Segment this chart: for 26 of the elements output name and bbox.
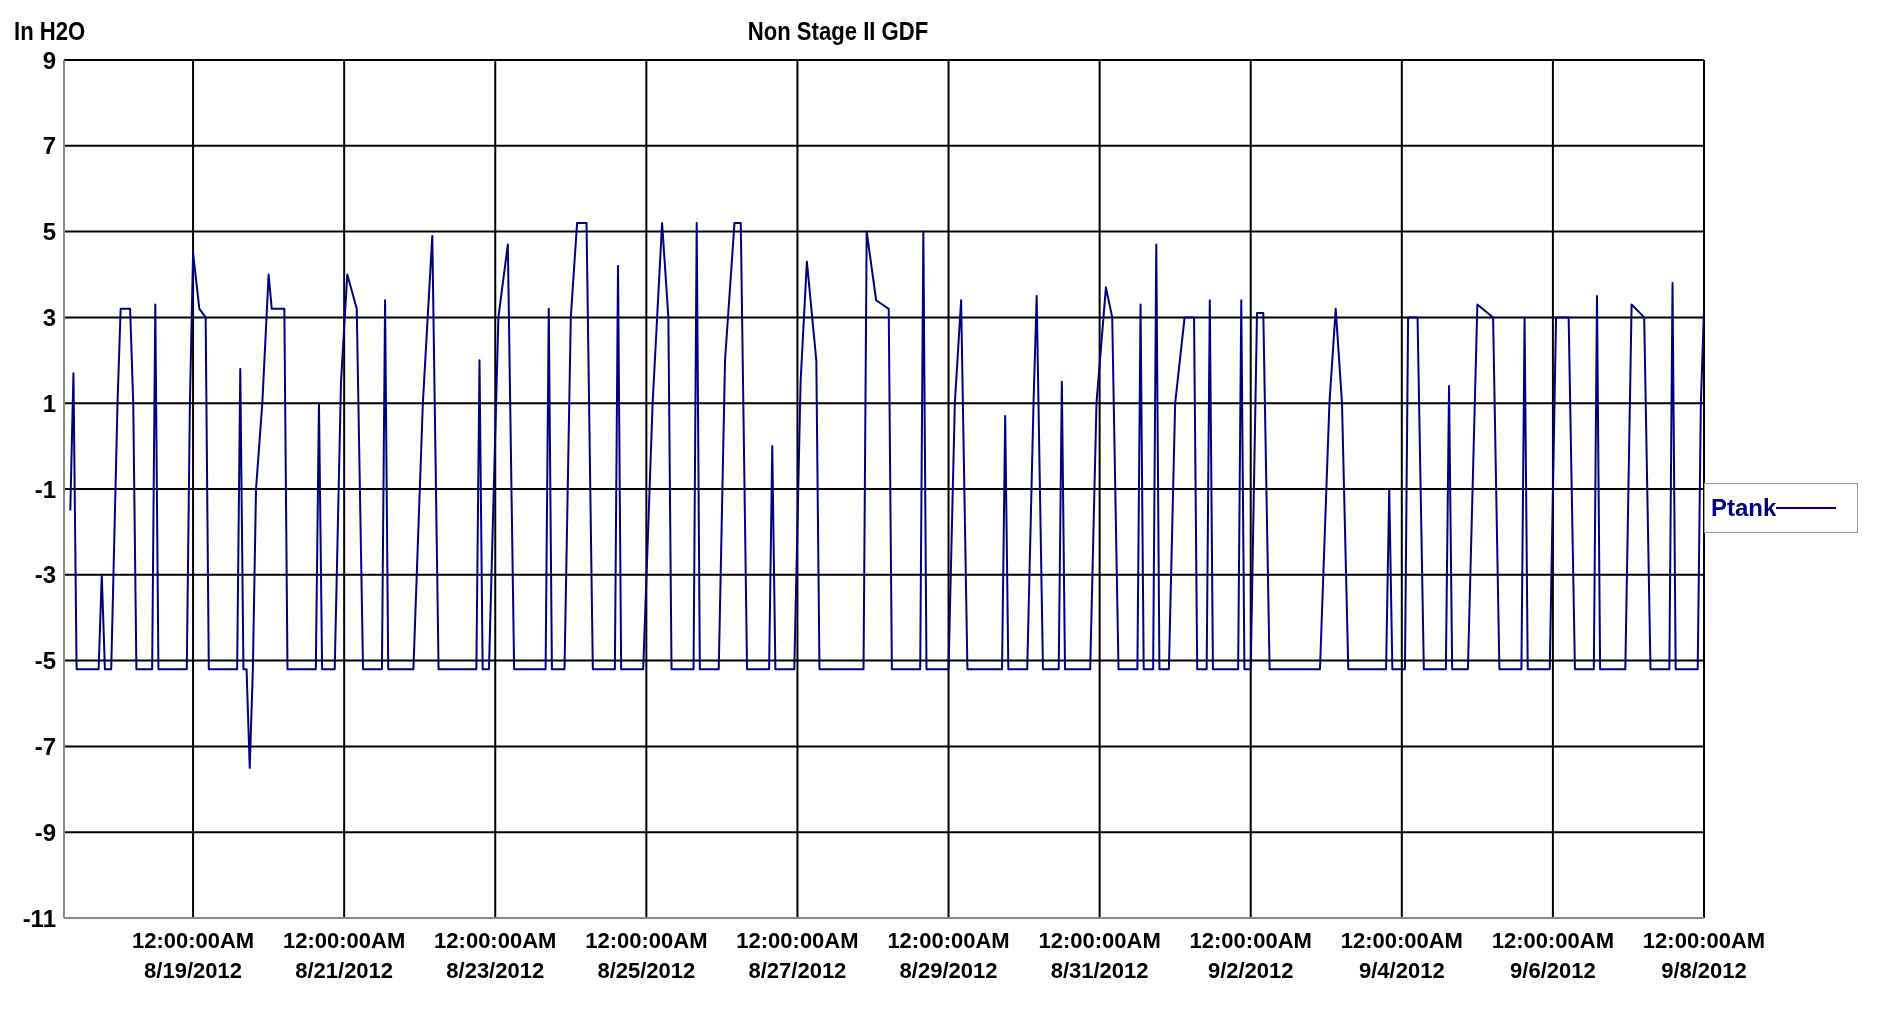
y-tick-label: 7 [42,132,56,160]
y-axis-title: In H2O [14,16,86,47]
y-tick-label: -3 [34,561,56,589]
y-tick-label: -1 [34,475,56,503]
x-tick-label: 12:00:00AM 8/29/2012 [887,928,1010,983]
x-tick-label: 12:00:00AM 9/6/2012 [1491,928,1615,983]
y-tick-label: -11 [22,904,56,932]
x-tick-label: 12:00:00AM 8/19/2012 [131,928,255,983]
x-tick-label: 12:00:00AM 9/8/2012 [1642,928,1766,983]
x-tick-label: 12:00:00AM 8/25/2012 [585,928,708,983]
y-tick-label: 9 [42,46,56,74]
y-tick-label: 3 [42,303,56,331]
x-tick-label: 12:00:00AM 8/23/2012 [434,928,557,983]
line-series [69,222,1704,769]
y-tick-label: -7 [34,732,56,760]
x-tick-label: 12:00:00AM 8/31/2012 [1038,928,1161,983]
x-tick-label: 12:00:00AM 8/27/2012 [736,928,859,983]
chart-title: Non Stage II GDF [746,16,930,47]
legend-label: Ptank [1711,494,1777,522]
x-tick-label: 12:00:00AM 9/4/2012 [1340,928,1463,983]
y-tick-label: 5 [42,218,56,246]
x-tick-label: 12:00:00AM 9/2/2012 [1189,928,1312,983]
y-tick-label: -5 [34,647,56,675]
y-tick-label: -9 [34,818,56,846]
y-tick-label: 1 [42,389,56,417]
x-tick-label: 12:00:00AM 8/21/2012 [283,928,406,983]
